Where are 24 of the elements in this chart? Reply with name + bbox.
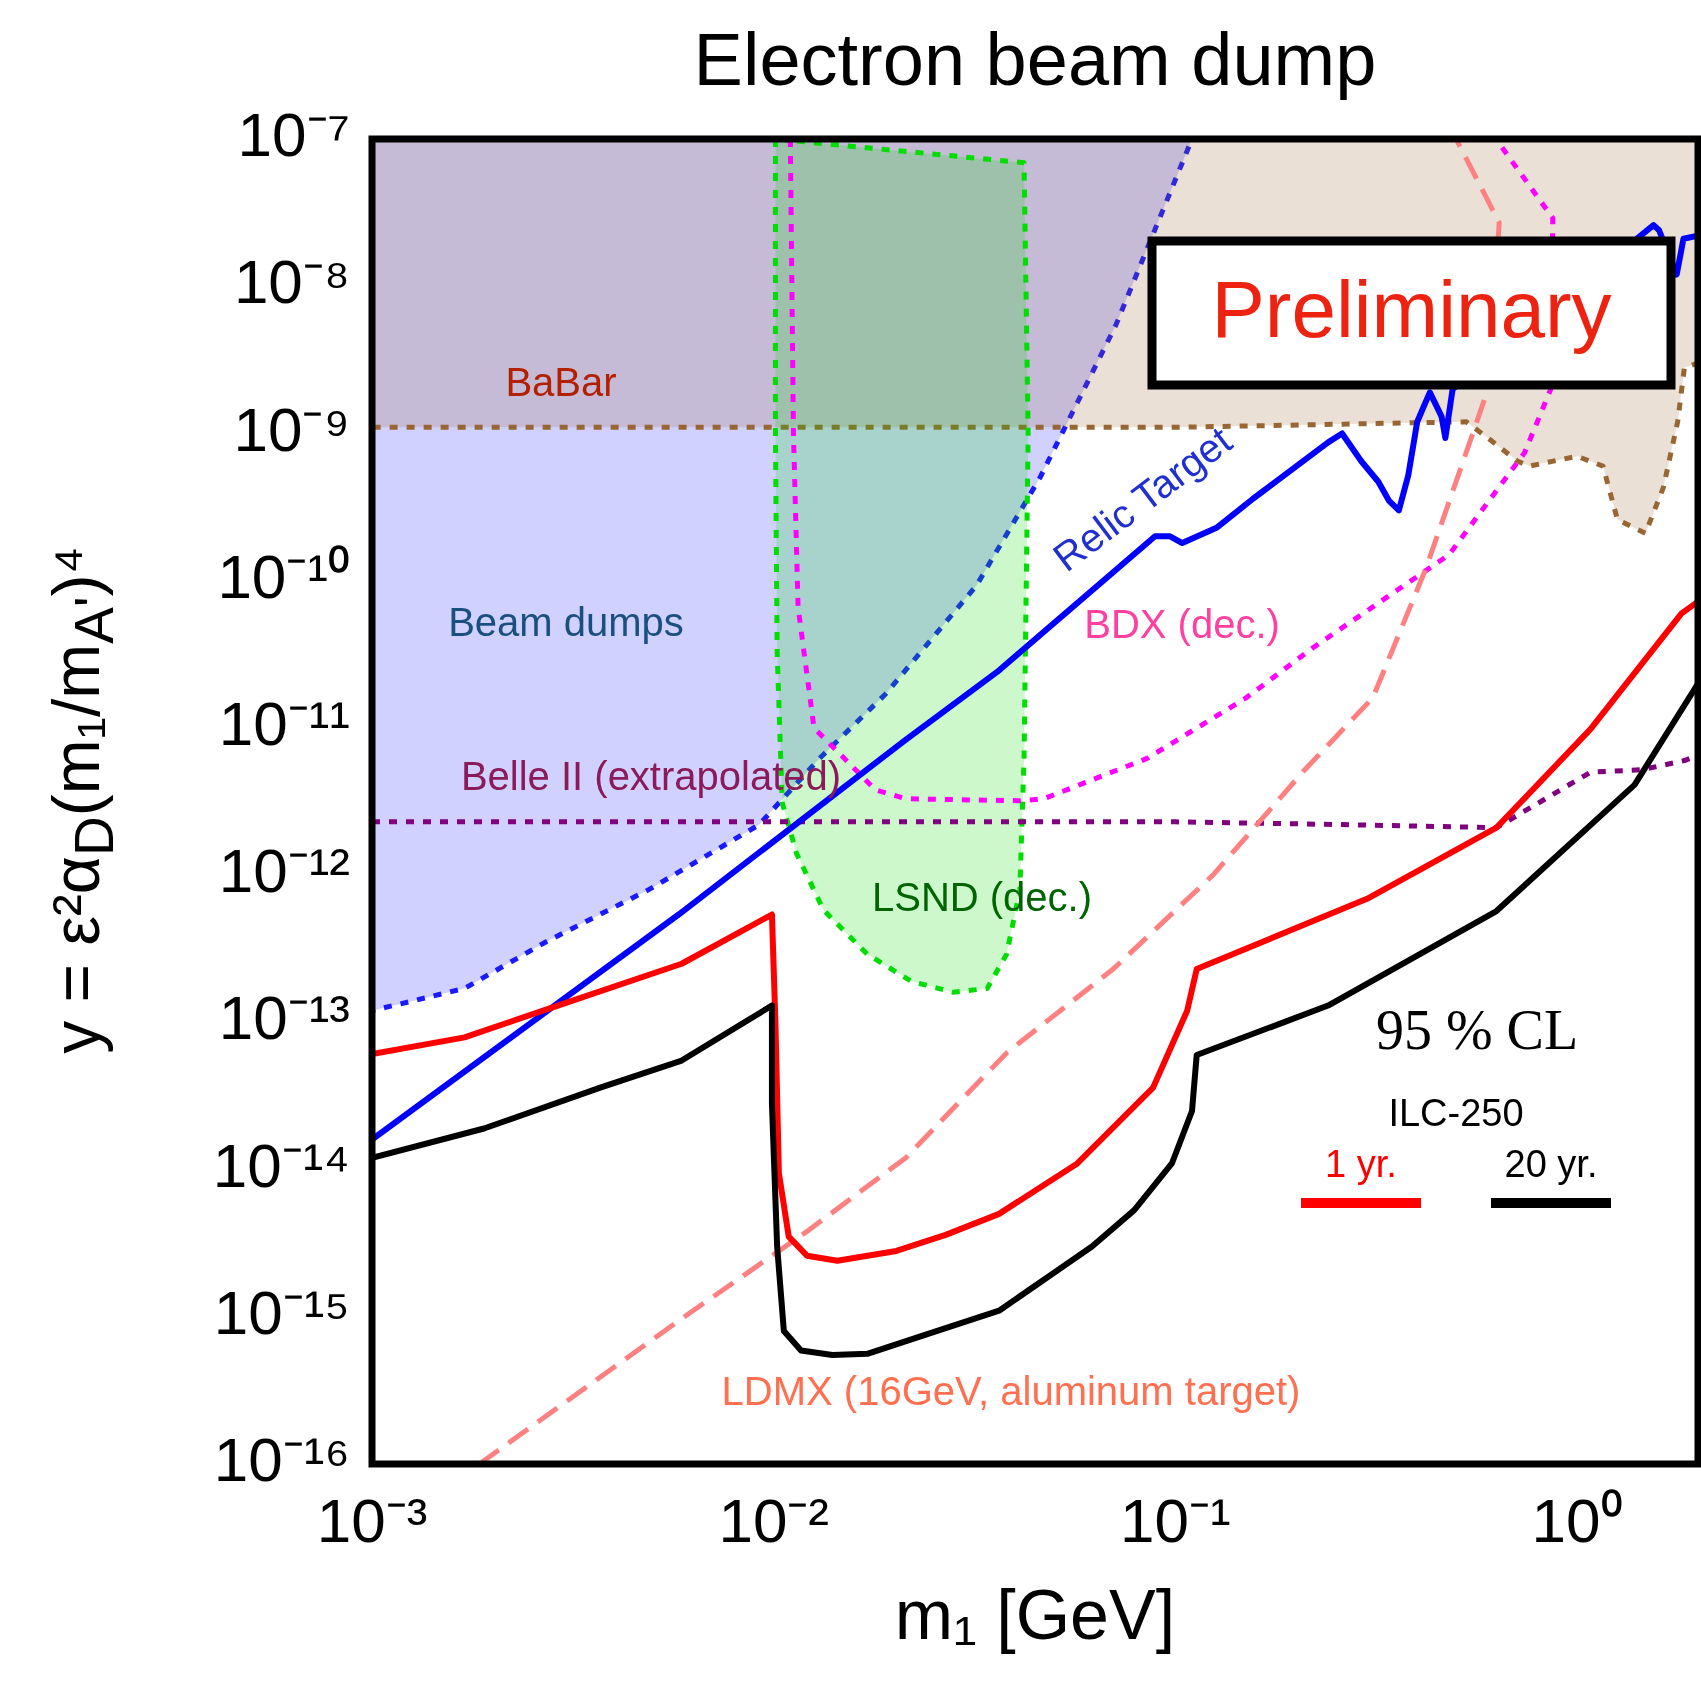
annotation: Beam dumps [448, 600, 684, 645]
annotation: LSND (dec.) [871, 875, 1093, 920]
y-tick-label: 10⁻¹² [218, 836, 350, 906]
y-tick-label: 10⁻¹³ [218, 983, 350, 1053]
y-tick-label: 10⁻⁸ [233, 247, 350, 317]
x-tick-label: 10⁻² [718, 1486, 829, 1556]
annotation: BDX (dec.) [1084, 602, 1280, 647]
text: 1 yr. [1325, 1143, 1397, 1186]
x-tick-label: 10⁻¹ [1120, 1486, 1231, 1556]
annotation: 95 % CL [1375, 998, 1579, 1061]
x-axis-title: m₁ [GeV] [893, 1575, 1177, 1655]
legend-title: ILC-250 [1387, 1092, 1525, 1135]
y-tick-label: 10⁻⁹ [233, 394, 350, 464]
y-tick-label: 10⁻⁷ [237, 100, 350, 170]
annotation: BaBar [505, 360, 617, 405]
y-tick-label: 10⁻¹⁵ [213, 1277, 350, 1347]
chart-title: Electron beam dump [692, 18, 1378, 102]
y-tick-label: 10⁻¹⁰ [217, 541, 350, 611]
text: 20 yr. [1504, 1143, 1598, 1186]
y-tick-label: 10⁻¹¹ [218, 688, 350, 758]
x-tick-label: 10⁰ [1531, 1486, 1623, 1556]
annotation: Preliminary [1211, 265, 1612, 355]
annotation: LDMX (16GeV, aluminum target) [721, 1369, 1301, 1414]
y-tick-label: 10⁻¹⁴ [212, 1130, 350, 1200]
